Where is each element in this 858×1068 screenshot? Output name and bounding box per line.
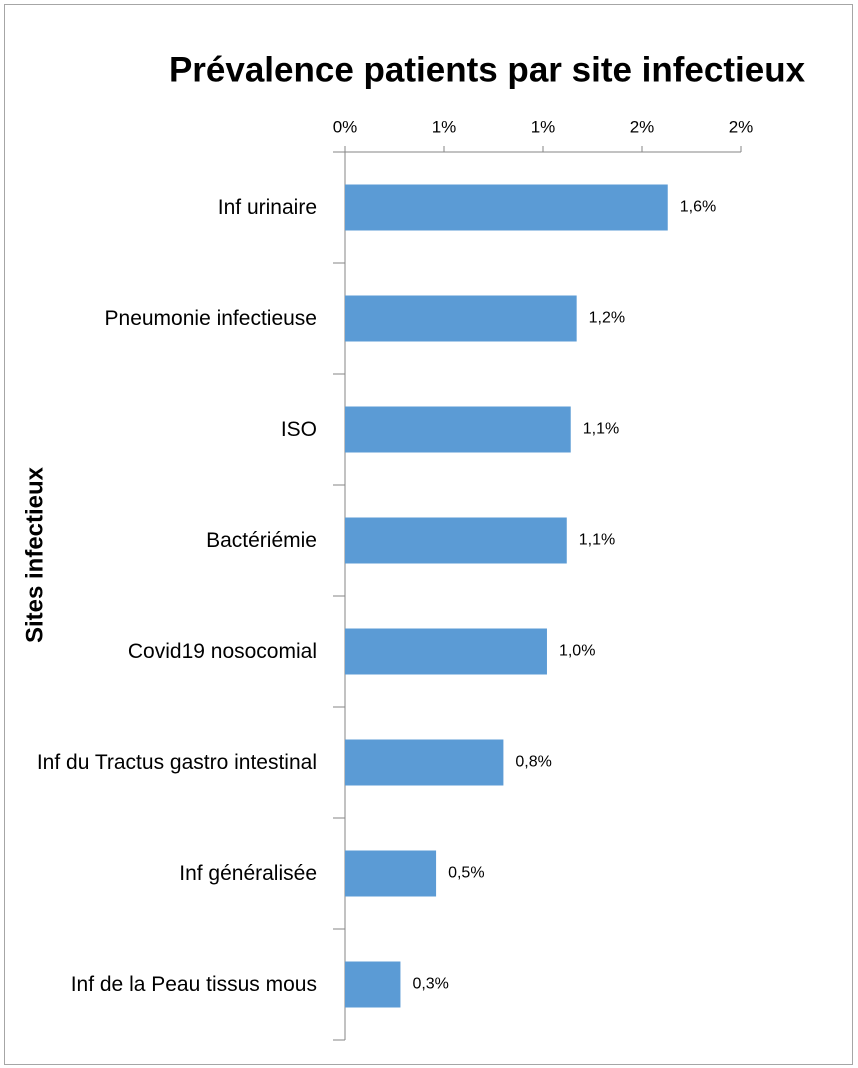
bar	[345, 517, 567, 564]
bar	[345, 850, 437, 897]
y-tick-label: Inf de la Peau tissus mous	[70, 972, 317, 996]
y-tick-label: Covid19 nosocomial	[127, 639, 317, 663]
bar	[345, 295, 577, 342]
y-tick-label: Inf du Tractus gastro intestinal	[36, 750, 317, 774]
x-tick-label: 2%	[729, 117, 754, 136]
y-tick-label: Bactériémie	[206, 528, 317, 552]
y-tick-label: ISO	[280, 417, 317, 441]
bar	[345, 184, 668, 231]
x-tick-label: 0%	[333, 117, 358, 136]
value-label: 0,5%	[448, 865, 484, 882]
value-label: 1,1%	[583, 421, 619, 438]
y-tick-label: Inf urinaire	[217, 195, 317, 219]
y-tick-label: Pneumonie infectieuse	[104, 306, 317, 330]
value-label: 1,2%	[589, 310, 625, 327]
x-tick-label: 1%	[432, 117, 457, 136]
y-axis-label: Sites infectieux	[21, 466, 48, 643]
chart-title: Prévalence patients par site infectieux	[169, 50, 806, 89]
value-label: 1,1%	[579, 532, 615, 549]
bar	[345, 406, 571, 453]
value-label: 0,3%	[412, 976, 448, 993]
value-label: 0,8%	[515, 754, 551, 771]
value-label: 1,6%	[680, 199, 716, 216]
x-tick-label: 2%	[630, 117, 655, 136]
y-tick-label: Inf généralisée	[179, 861, 317, 885]
value-label: 1,0%	[559, 643, 595, 660]
bar	[345, 739, 504, 786]
bar	[345, 961, 401, 1008]
bar	[345, 628, 547, 675]
x-tick-label: 1%	[531, 117, 556, 136]
